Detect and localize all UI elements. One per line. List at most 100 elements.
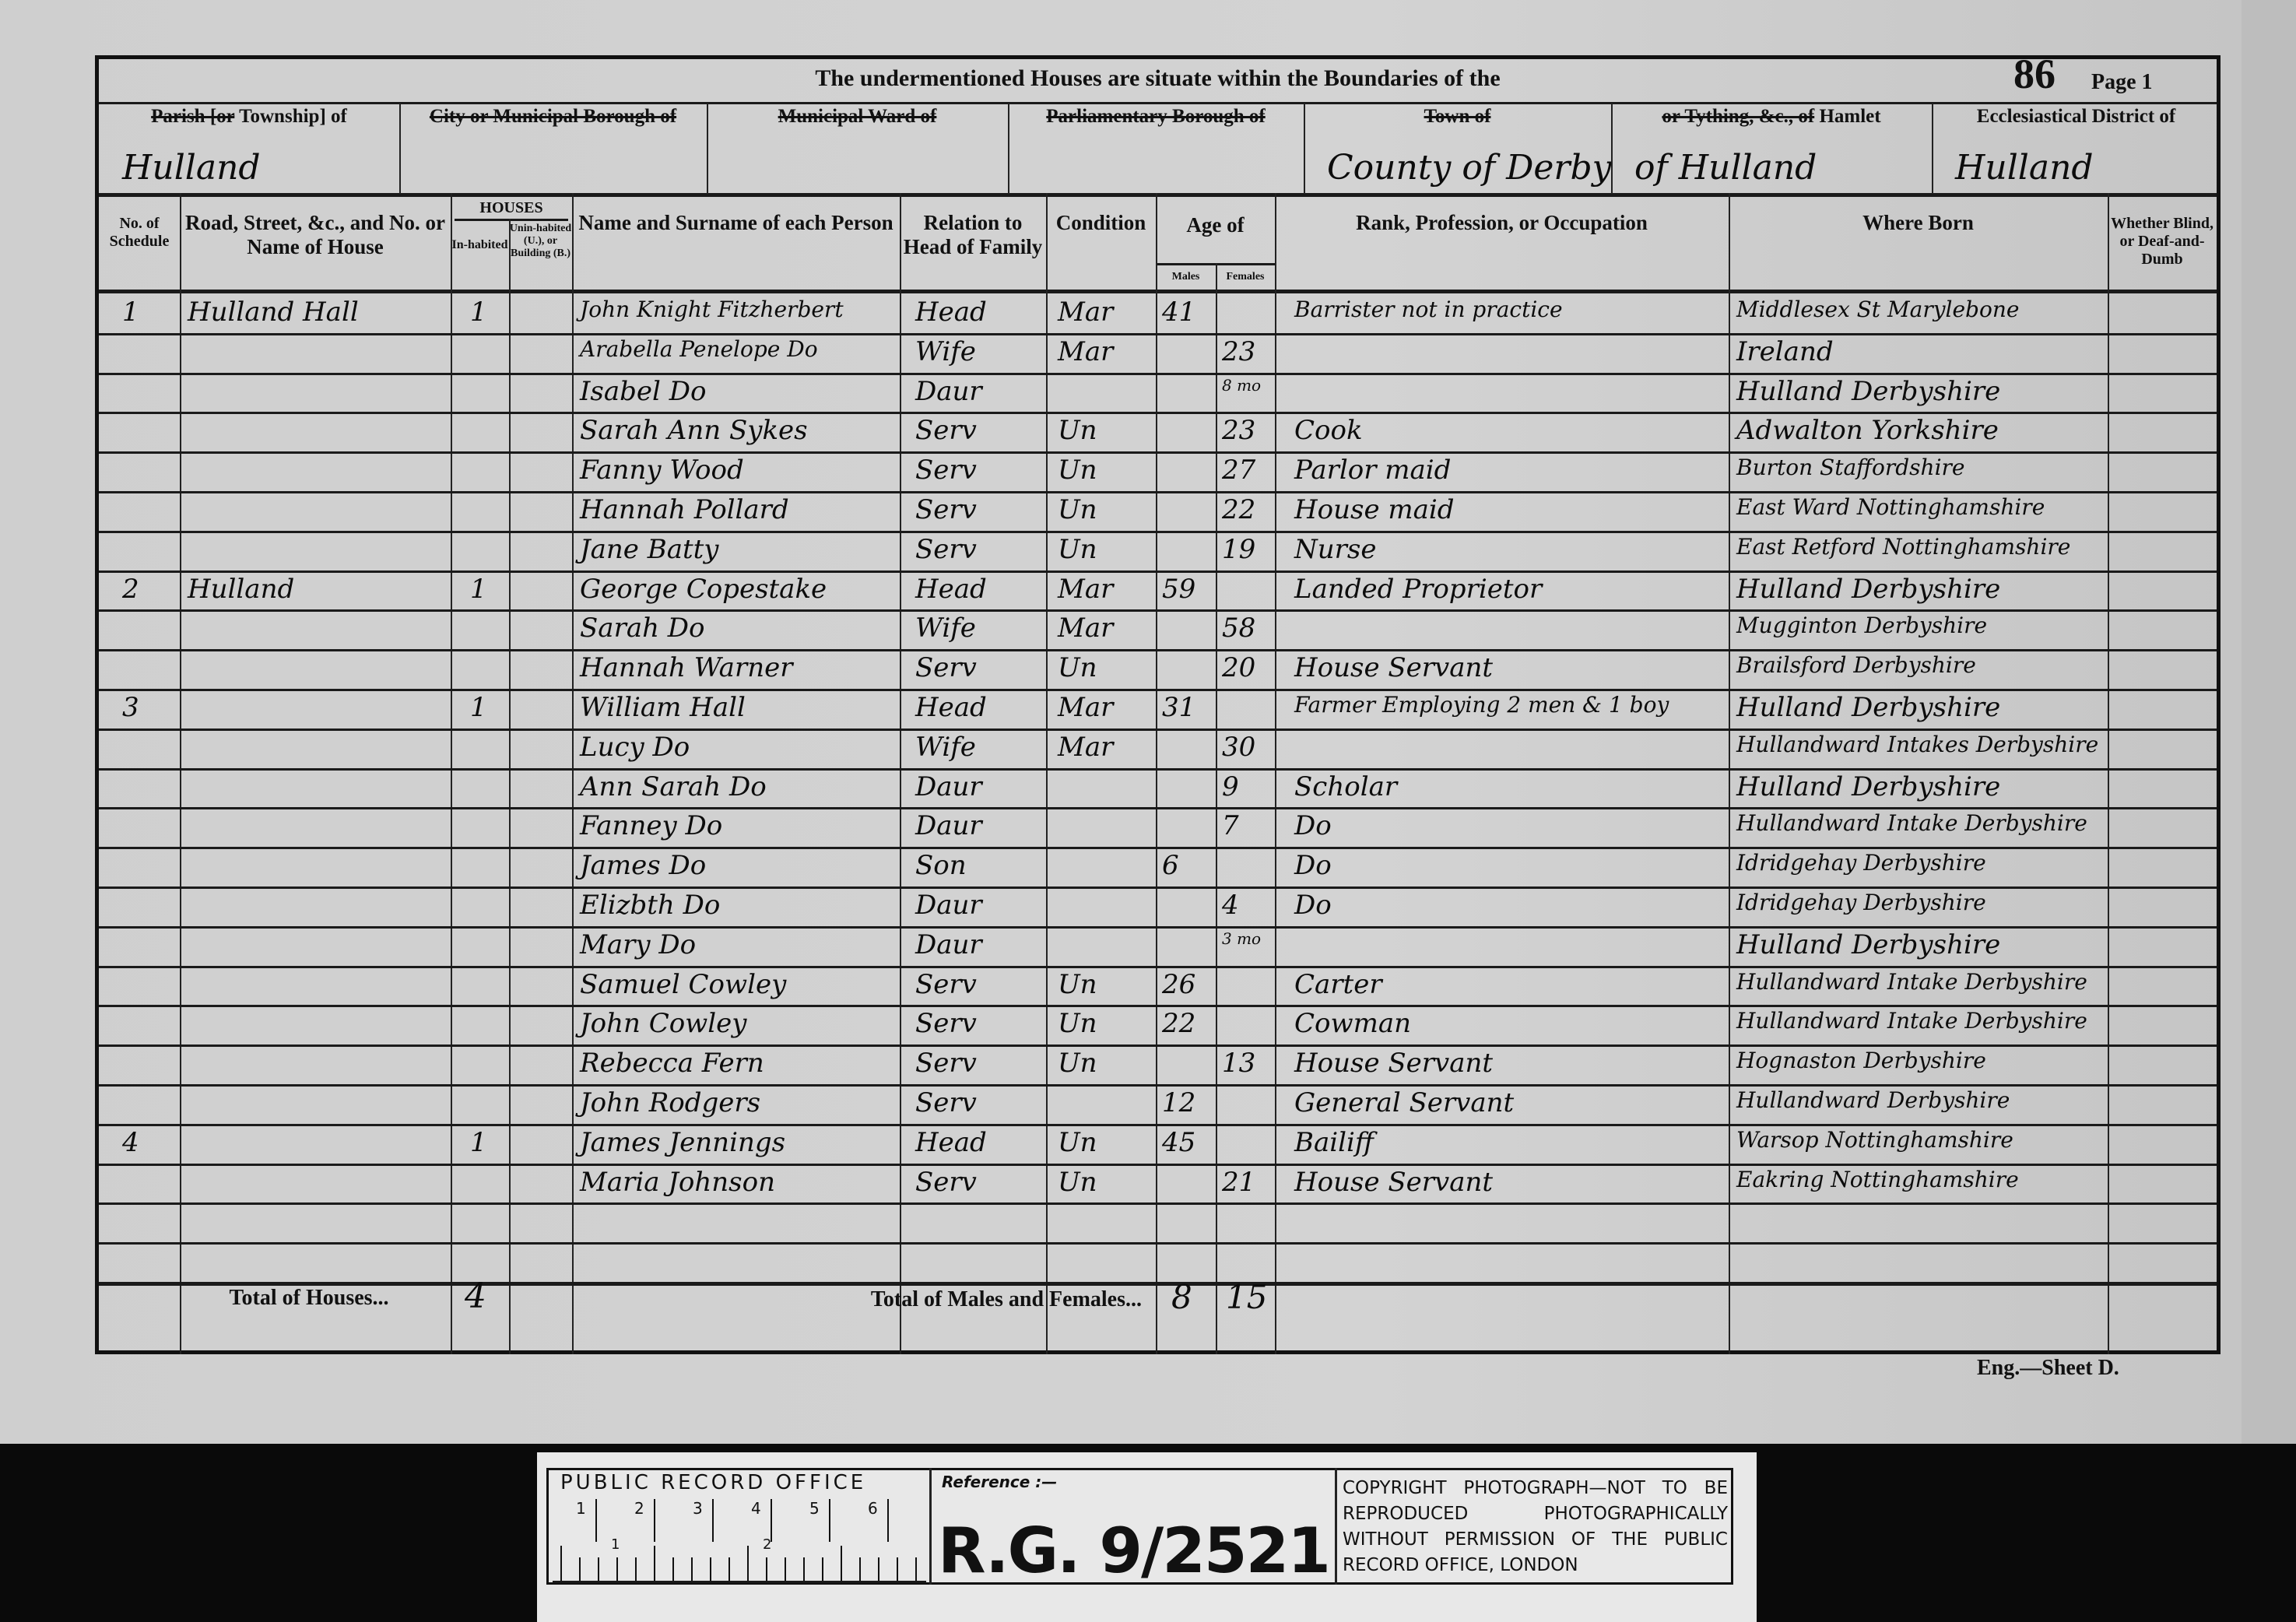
cell-born: Hulland Derbyshire (1736, 573, 2001, 605)
cell-relation: Daur (915, 375, 982, 407)
cell-condition: Un (1058, 1008, 1097, 1040)
page-edge (2242, 0, 2296, 1444)
location-box-label-2: Municipal Ward of (711, 106, 1003, 127)
cell-relation: Serv (915, 1087, 977, 1118)
cell-female: 9 (1222, 771, 1239, 802)
cell-name: John Rodgers (580, 1087, 761, 1118)
cell-schedule: 3 (122, 692, 139, 723)
cell-occupation: Farmer Employing 2 men & 1 boy (1294, 692, 1669, 718)
form-title: The undermentioned Houses are situate wi… (815, 65, 1501, 91)
cell-name: George Copestake (580, 573, 827, 605)
cell-condition: Mar (1058, 573, 1114, 605)
cell-name: Rebecca Fern (580, 1048, 764, 1080)
cell-schedule: 4 (122, 1126, 139, 1158)
divider (1008, 104, 1009, 194)
cell-female: 58 (1222, 613, 1256, 644)
cell-occupation: Bailiff (1294, 1126, 1374, 1158)
cell-born: Hullandward Intake Derbyshire (1736, 968, 2087, 995)
ruler-minor-tick (803, 1557, 805, 1583)
cell-occupation: Cowman (1294, 1008, 1411, 1040)
column-divider (1729, 193, 1730, 1354)
cell-male: 59 (1162, 573, 1196, 605)
cell-name: Sarah Ann Sykes (580, 415, 808, 447)
cell-born: Hulland Derbyshire (1736, 375, 2001, 407)
row-rule (99, 1123, 2217, 1126)
ruler-minor-tick (654, 1546, 655, 1583)
cell-condition: Mar (1058, 335, 1114, 367)
divider (1611, 104, 1613, 194)
ruler-minor-tick (672, 1557, 674, 1583)
column-header-uninhabited: Unin-habited (U.), or Building (B.) (509, 223, 572, 260)
cell-name: John Knight Fitzherbert (580, 297, 844, 322)
cell-relation: Serv (915, 1166, 977, 1198)
cell-name: William Hall (580, 692, 746, 723)
ruler-label: 2 (634, 1499, 644, 1518)
ruler-minor-tick (691, 1557, 693, 1583)
row-rule (99, 1242, 2217, 1245)
row-rule (99, 530, 2217, 533)
cell-relation: Serv (915, 415, 977, 447)
divider (707, 104, 708, 194)
cell-relation: Serv (915, 1048, 977, 1080)
column-header-males: Males (1171, 271, 1200, 283)
total-males: 8 (1171, 1278, 1192, 1316)
cell-born: Hulland Derbyshire (1736, 771, 2001, 802)
row-rule (99, 728, 2217, 731)
column-divider (572, 193, 574, 1354)
row-rule (99, 886, 2217, 889)
location-box-value-5: of Hulland (1634, 148, 1817, 188)
struck-label: Parish [or (151, 106, 235, 127)
cell-name: James Jennings (580, 1126, 786, 1158)
ruler-minor-tick (915, 1557, 917, 1583)
row-rule (99, 372, 2217, 375)
location-box-label-4: Town of (1308, 106, 1606, 127)
cell-condition: Mar (1058, 297, 1114, 328)
cell-born: Hullandward Derbyshire (1736, 1087, 2010, 1113)
cell-male: 31 (1162, 692, 1196, 723)
cell-male: 12 (1162, 1087, 1196, 1118)
cell-born: Adwalton Yorkshire (1736, 415, 1999, 447)
cell-occupation: Scholar (1294, 771, 1398, 802)
ruler-minor-tick (728, 1557, 730, 1583)
cell-born: Hullandward Intake Derbyshire (1736, 1008, 2087, 1034)
cell-name: Sarah Do (580, 613, 705, 644)
column-header-occupation: Rank, Profession, or Occupation (1356, 211, 1648, 234)
row-rule (99, 1202, 2217, 1206)
rule (99, 290, 2217, 293)
cell-occupation: Do (1294, 810, 1332, 842)
cell-occupation: General Servant (1294, 1087, 1515, 1118)
cell-name: Jane Batty (580, 533, 719, 565)
cell-relation: Daur (915, 810, 982, 842)
cell-relation: Serv (915, 1008, 977, 1040)
cell-female: 7 (1222, 810, 1239, 842)
divider (399, 104, 401, 194)
ruler-tick (887, 1499, 889, 1542)
total-houses-label: Total of Houses... (229, 1286, 389, 1310)
cell-born: Hulland Derbyshire (1736, 929, 2001, 960)
cell-relation: Daur (915, 771, 982, 802)
row-rule (99, 609, 2217, 613)
cell-born: Warsop Nottinghamshire (1736, 1126, 2013, 1153)
cell-inhabited: 1 (470, 573, 487, 605)
location-box-value-4: County of Derby (1327, 148, 1612, 188)
cell-born: Mugginton Derbyshire (1736, 613, 1988, 639)
struck-label: or Tything, &c., of (1662, 106, 1815, 127)
cell-male: 6 (1162, 850, 1179, 882)
copyright-notice: COPYRIGHT PHOTOGRAPH—NOT TO BE REPRODUCE… (1343, 1478, 1728, 1575)
ruler-label: 3 (693, 1499, 703, 1518)
cell-occupation: Do (1294, 850, 1332, 882)
row-rule (99, 847, 2217, 850)
cell-relation: Son (915, 850, 967, 882)
row-rule (99, 925, 2217, 929)
row-rule (99, 767, 2217, 771)
ruler-base (553, 1581, 926, 1583)
cell-condition: Mar (1058, 613, 1114, 644)
cell-road: Hulland (188, 573, 295, 605)
column-divider (1156, 193, 1157, 1354)
rule (1156, 263, 1275, 265)
ruler-tick (595, 1499, 597, 1542)
cell-name: Ann Sarah Do (580, 771, 767, 802)
column-header-born: Where Born (1862, 211, 1974, 234)
ruler-label: 6 (868, 1499, 878, 1518)
label: Ecclesiastical District of (1976, 106, 2176, 127)
